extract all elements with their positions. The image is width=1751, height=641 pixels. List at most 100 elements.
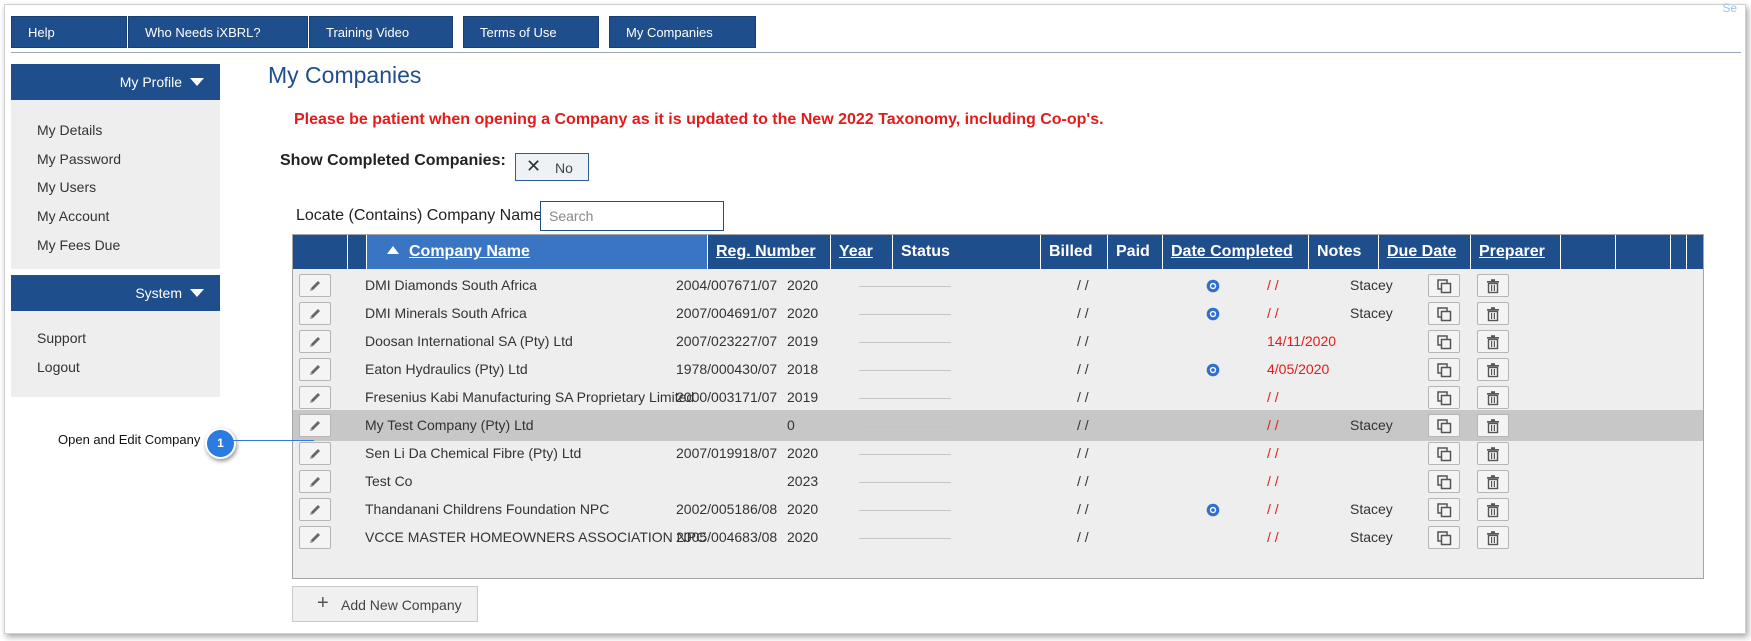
year-cell: 2018 <box>787 361 819 377</box>
sidebar-item-my-fees-due[interactable]: My Fees Due <box>37 237 121 253</box>
delete-company-button[interactable] <box>1477 302 1509 325</box>
date-completed-cell: / / <box>1077 333 1089 349</box>
edit-company-button[interactable] <box>299 414 331 437</box>
company-name-cell: My Test Company (Pty) Ltd <box>365 417 534 433</box>
reg-number-cell: 2007/023227/07 <box>676 333 778 349</box>
edit-company-button[interactable] <box>299 442 331 465</box>
sidebar-item-my-password[interactable]: My Password <box>37 151 122 167</box>
notes-icon[interactable] <box>1206 363 1220 377</box>
edit-company-button[interactable] <box>299 274 331 297</box>
table-row[interactable]: My Test Company (Pty) Ltd 0 / / / / Stacey <box>293 410 1703 441</box>
header-year[interactable]: Year <box>831 235 893 269</box>
copy-company-button[interactable] <box>1428 470 1460 493</box>
search-input[interactable] <box>540 201 724 231</box>
status-cell <box>859 370 951 371</box>
year-cell: 2019 <box>787 389 819 405</box>
table-header: Company Name Reg. Number Year Status Bil… <box>293 235 1703 269</box>
system-header[interactable]: System <box>11 275 220 311</box>
my-profile-header[interactable]: My Profile <box>11 64 220 100</box>
sidebar-item-support[interactable]: Support <box>37 330 87 346</box>
status-cell <box>859 482 951 483</box>
date-completed-cell: / / <box>1077 361 1089 377</box>
table-row[interactable]: Eaton Hydraulics (Pty) Ltd 1978/000430/07… <box>293 354 1703 385</box>
status-cell <box>859 510 951 511</box>
date-completed-cell: / / <box>1077 305 1089 321</box>
delete-company-button[interactable] <box>1477 498 1509 521</box>
nav-help[interactable]: Help <box>11 16 127 48</box>
system-label: System <box>135 285 182 301</box>
nav-my-companies[interactable]: My Companies <box>609 16 756 48</box>
system-menu: Support Logout <box>11 311 220 397</box>
header-company-name-label: Company Name <box>409 243 530 260</box>
copy-company-button[interactable] <box>1428 442 1460 465</box>
delete-company-button[interactable] <box>1477 442 1509 465</box>
edit-company-button[interactable] <box>299 526 331 549</box>
nav-terms-of-use[interactable]: Terms of Use <box>463 16 599 48</box>
header-preparer[interactable]: Preparer <box>1471 235 1561 269</box>
copy-company-button[interactable] <box>1428 386 1460 409</box>
notes-icon[interactable] <box>1206 307 1220 321</box>
nav-divider <box>11 52 1741 53</box>
due-date-cell: / / <box>1267 389 1279 405</box>
sidebar-item-logout[interactable]: Logout <box>37 359 80 375</box>
table-row[interactable]: Sen Li Da Chemical Fibre (Pty) Ltd 2007/0… <box>293 438 1703 469</box>
header-due-date[interactable]: Due Date <box>1379 235 1471 269</box>
delete-company-button[interactable] <box>1477 274 1509 297</box>
edit-company-button[interactable] <box>299 302 331 325</box>
table-row[interactable]: Thandanani Childrens Foundation NPC 2002/… <box>293 494 1703 525</box>
header-date-completed[interactable]: Date Completed <box>1163 235 1309 269</box>
copy-company-button[interactable] <box>1428 302 1460 325</box>
copy-company-button[interactable] <box>1428 414 1460 437</box>
edit-company-button[interactable] <box>299 358 331 381</box>
sidebar-item-my-details[interactable]: My Details <box>37 122 103 138</box>
company-name-cell: VCCE MASTER HOMEOWNERS ASSOCIATION NPC <box>365 529 707 545</box>
sidebar-item-my-users[interactable]: My Users <box>37 179 97 195</box>
header-paid: Paid <box>1108 235 1163 269</box>
table-row[interactable]: DMI Minerals South Africa 2007/004691/07 2… <box>293 298 1703 329</box>
due-date-cell: / / <box>1267 305 1279 321</box>
copy-company-button[interactable] <box>1428 330 1460 353</box>
show-completed-toggle[interactable]: ✕ No <box>515 153 589 181</box>
copy-company-button[interactable] <box>1428 358 1460 381</box>
year-cell: 2019 <box>787 333 819 349</box>
due-date-cell: / / <box>1267 277 1279 293</box>
notes-icon[interactable] <box>1206 503 1220 517</box>
due-date-cell: / / <box>1267 473 1279 489</box>
edit-company-button[interactable] <box>299 330 331 353</box>
delete-company-button[interactable] <box>1477 526 1509 549</box>
header-company-name[interactable]: Company Name <box>367 235 708 269</box>
add-new-company-button[interactable]: + Add New Company <box>292 586 478 622</box>
callout-label: Open and Edit Company <box>58 432 201 447</box>
copy-company-button[interactable] <box>1428 498 1460 521</box>
delete-company-button[interactable] <box>1477 330 1509 353</box>
my-profile-label: My Profile <box>119 74 182 90</box>
delete-company-button[interactable] <box>1477 358 1509 381</box>
header-spacer <box>1687 235 1703 269</box>
header-reg-number[interactable]: Reg. Number <box>708 235 831 269</box>
nav-who-needs-ixbrl[interactable]: Who Needs iXBRL? <box>128 16 308 48</box>
table-row[interactable]: Fresenius Kabi Manufacturing SA Propriet… <box>293 382 1703 413</box>
reg-number-cell: 2002/005186/08 <box>676 501 778 517</box>
copy-company-button[interactable] <box>1428 274 1460 297</box>
table-row[interactable]: Doosan International SA (Pty) Ltd 2007/02… <box>293 326 1703 357</box>
callout-pointer <box>232 440 314 441</box>
edit-company-button[interactable] <box>299 470 331 493</box>
delete-company-button[interactable] <box>1477 470 1509 493</box>
edit-company-button[interactable] <box>299 386 331 409</box>
copy-company-button[interactable] <box>1428 526 1460 549</box>
due-date-cell: 14/11/2020 <box>1267 333 1337 349</box>
status-cell <box>859 286 951 287</box>
due-date-cell: / / <box>1267 417 1279 433</box>
edit-company-button[interactable] <box>299 498 331 521</box>
header-notes: Notes <box>1309 235 1379 269</box>
date-completed-cell: / / <box>1077 501 1089 517</box>
sidebar-item-my-account[interactable]: My Account <box>37 208 110 224</box>
warning-message: Please be patient when opening a Company… <box>294 111 1104 128</box>
nav-training-video[interactable]: Training Video <box>309 16 453 48</box>
delete-company-button[interactable] <box>1477 414 1509 437</box>
table-row[interactable]: Test Co 2023 / / / / <box>293 466 1703 497</box>
table-row[interactable]: VCCE MASTER HOMEOWNERS ASSOCIATION NPC 20… <box>293 522 1703 553</box>
table-row[interactable]: DMI Diamonds South Africa 2004/007671/07 2… <box>293 270 1703 301</box>
notes-icon[interactable] <box>1206 279 1220 293</box>
delete-company-button[interactable] <box>1477 386 1509 409</box>
